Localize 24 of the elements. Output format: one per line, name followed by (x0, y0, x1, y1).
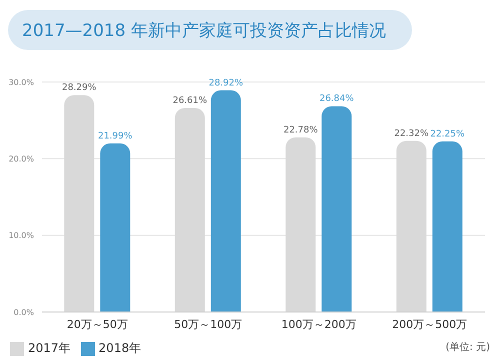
x-tick-label: 100万～200万 (281, 318, 356, 331)
bar (322, 106, 352, 312)
y-tick-label: 0.0% (14, 308, 34, 317)
legend-label: 2018年 (98, 341, 142, 355)
legend-label: 2017年 (28, 341, 71, 355)
data-label: 22.25% (430, 129, 465, 140)
bar (432, 141, 462, 312)
data-label: 22.78% (283, 125, 318, 136)
data-label: 22.32% (394, 128, 429, 139)
x-tick-label: 20万～50万 (66, 318, 128, 331)
x-tick-label: 200万～500万 (392, 318, 468, 331)
data-label: 21.99% (98, 131, 133, 142)
y-tick-label: 20.0% (8, 154, 34, 164)
data-label: 28.29% (62, 83, 97, 94)
data-label: 28.92% (208, 78, 244, 88)
text: (单位: 元) (446, 340, 490, 354)
chart-title: 2017—2018 年新中产家庭可投资资产占比情况 (8, 10, 412, 50)
data-label: 26.84% (319, 94, 354, 104)
y-tick-label: 10.0% (8, 231, 34, 240)
bar (210, 90, 241, 312)
y-tick-label: 30.0% (8, 78, 34, 87)
x-tick-label: 50万～100万 (174, 318, 242, 331)
data-label: 26.61% (172, 96, 208, 106)
bar (100, 143, 130, 312)
